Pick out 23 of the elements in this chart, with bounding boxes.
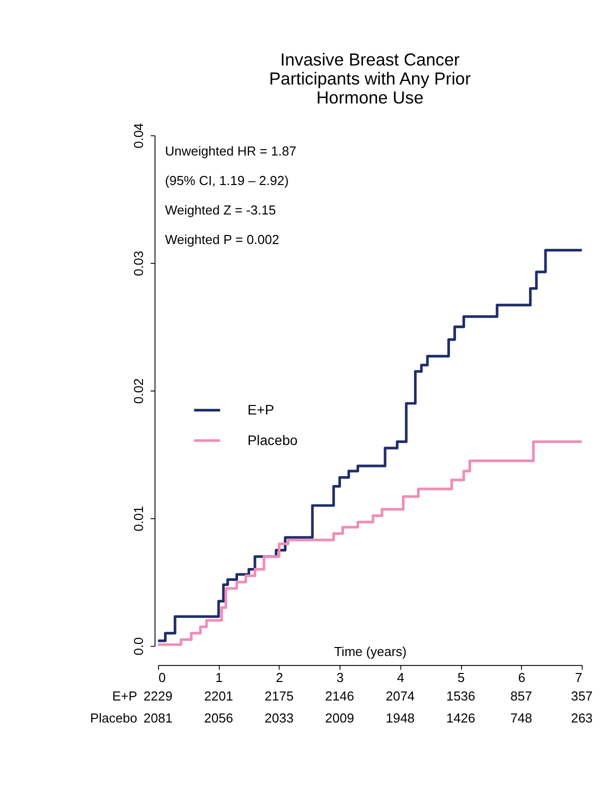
x-tick-label: 6 <box>518 670 526 685</box>
x-tick-label: 3 <box>336 670 344 685</box>
x-tick-label: 7 <box>575 670 582 685</box>
x-axis-title: Time (years) <box>334 644 407 659</box>
annotation: (95% CI, 1.19 – 2.92) <box>164 172 289 188</box>
x-tick-label: 1 <box>215 670 223 685</box>
x-tick-label: 4 <box>397 670 404 685</box>
x-tick-label: 2 <box>276 670 284 685</box>
annotation: Weighted P = 0.002 <box>164 232 280 247</box>
legend-label: E+P <box>247 401 274 418</box>
legend-label: Placebo <box>247 432 298 448</box>
chart-title: Invasive Breast Cancer Participants with Any Prior Hormone Use <box>269 49 471 108</box>
y-tick-label: 0.03 <box>130 250 146 276</box>
x-tick-label: 0 <box>158 670 166 685</box>
annotation: Unweighted HR = 1.87 <box>164 143 296 158</box>
y-tick-label: 0.04 <box>130 123 146 148</box>
x-tick-label: 5 <box>458 670 465 685</box>
y-tick-label: 0.01 <box>130 506 146 532</box>
annotation: Weighted Z = -3.15 <box>164 202 276 218</box>
y-tick-label: 0.0 <box>130 637 146 656</box>
text: Placebo 2081 2056 2033 2009 1948 1426 748 263 <box>90 710 593 726</box>
y-tick-label: 0.02 <box>130 378 146 404</box>
text: E+P 2229 2201 2175 2146 2074 1536 857 357 <box>112 688 593 704</box>
